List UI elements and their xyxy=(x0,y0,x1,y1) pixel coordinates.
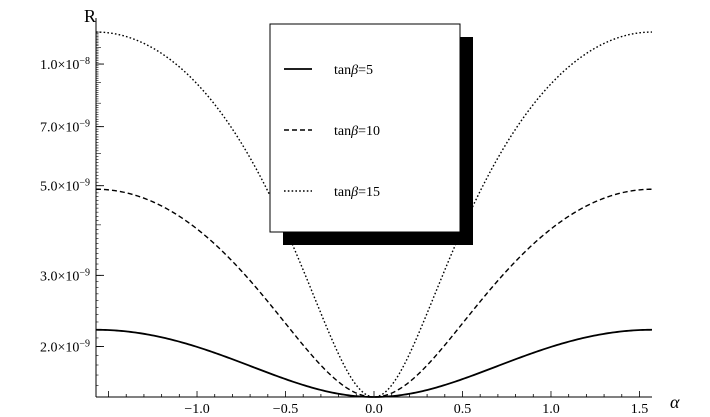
y-tick-label: 2.0×10−9 xyxy=(40,338,90,356)
y-ticks: 2.0×10−9 3.0×10−9 5.0×10−9 7.0×10−9 1.0×10−8 xyxy=(40,31,104,386)
legend-label: tanβ=5 xyxy=(334,63,373,78)
y-tick-label: 1.0×10−8 xyxy=(40,56,90,74)
y-axis-title: R xyxy=(84,6,96,26)
series-line xyxy=(95,188,653,398)
series-line xyxy=(95,328,653,398)
legend-label: tanβ=15 xyxy=(334,185,380,200)
x-tick-label: 1.5 xyxy=(631,402,649,417)
y-tick-label: 7.0×10−9 xyxy=(40,118,90,136)
x-tick-label: 1.0 xyxy=(542,402,560,417)
y-tick-label: 3.0×10−9 xyxy=(40,267,90,285)
x-axis-title: α xyxy=(670,392,680,412)
x-tick-label: −1.0 xyxy=(184,402,209,417)
x-tick-label: 0.5 xyxy=(454,402,472,417)
legend-box xyxy=(269,23,461,233)
x-tick-label: 0.0 xyxy=(365,402,383,417)
legend: tanβ=5 tanβ=10 tanβ=15 xyxy=(269,23,473,245)
legend-label: tanβ=10 xyxy=(334,124,380,139)
y-tick-label: 5.0×10−9 xyxy=(40,177,90,195)
x-tick-label: −0.5 xyxy=(273,402,298,417)
series-group xyxy=(95,31,653,398)
x-ticks: −1.0 −0.5 0.0 0.5 1.0 1.5 xyxy=(108,391,649,417)
